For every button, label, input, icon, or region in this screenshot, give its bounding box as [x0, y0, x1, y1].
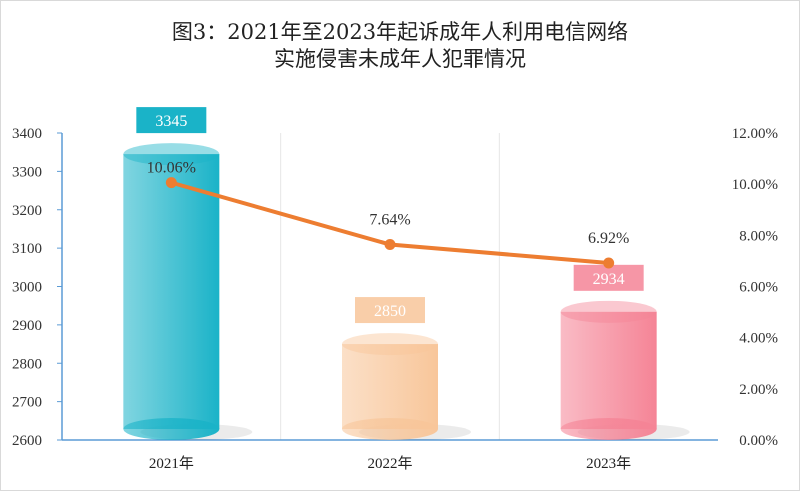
- bar-bottom: [560, 418, 657, 440]
- left-tick-label: 2900: [12, 318, 42, 334]
- right-tick-label: 2.00%: [739, 382, 778, 398]
- bar-value-label: 2850: [374, 303, 406, 320]
- right-tick-label: 4.00%: [739, 331, 778, 347]
- line-value-label: 6.92%: [588, 230, 629, 247]
- bar-value-box: [136, 107, 207, 134]
- right-tick-label: 12.00%: [732, 126, 778, 142]
- bar-value-label: 2934: [593, 271, 625, 288]
- right-tick-label: 0.00%: [739, 433, 778, 449]
- bar-value-box: [573, 264, 644, 291]
- right-tick-label: 8.00%: [739, 228, 778, 244]
- line-point: [384, 239, 396, 251]
- left-tick-label: 2800: [12, 356, 42, 372]
- left-tick-label: 3100: [12, 241, 42, 257]
- x-tick-label: 2022年: [367, 455, 412, 472]
- bar: [560, 311, 657, 429]
- left-tick-label: 3000: [12, 280, 42, 296]
- chart-title-line-2: 实施侵害未成年人犯罪情况: [274, 47, 526, 71]
- left-tick-label: 2600: [12, 433, 42, 449]
- line-value-label: 10.06%: [147, 160, 196, 177]
- line-value-label: 7.64%: [369, 212, 410, 229]
- bar-value-label: 3345: [155, 113, 187, 130]
- left-tick-label: 3300: [12, 164, 42, 180]
- bar-bottom: [123, 418, 220, 440]
- left-tick-label: 3200: [12, 203, 42, 219]
- bar: [342, 344, 438, 429]
- chart-title-line-1: 图3：2021年至2023年起诉成年人利用电信网络: [171, 20, 629, 44]
- line-point: [603, 257, 615, 269]
- x-tick-label: 2021年: [149, 455, 194, 472]
- left-tick-label: 2700: [12, 395, 42, 411]
- right-tick-label: 10.00%: [732, 177, 778, 193]
- left-tick-label: 3400: [12, 126, 42, 142]
- right-tick-label: 6.00%: [739, 280, 778, 296]
- x-tick-label: 2023年: [586, 455, 631, 472]
- bar-top: [560, 300, 657, 323]
- bar-bottom: [342, 418, 438, 440]
- bar-value-box: [355, 297, 425, 324]
- bar: [123, 154, 220, 429]
- bar-top: [342, 333, 438, 356]
- bar-top: [123, 143, 220, 166]
- line-point: [165, 177, 177, 189]
